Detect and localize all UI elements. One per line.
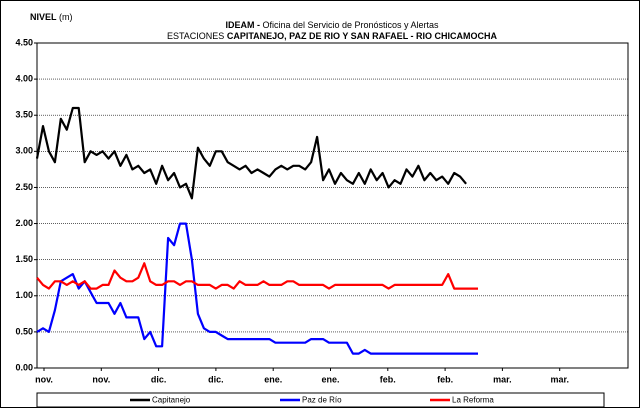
subtitle-text: CAPITANEJO, PAZ DE RIO Y SAN RAFAEL - RI… xyxy=(227,31,498,41)
legend-label: Capitanejo xyxy=(152,396,191,405)
title-text: Oficina del Servicio de Pronósticos y Al… xyxy=(262,20,439,30)
y-tick-label: 4.50 xyxy=(15,37,33,47)
y-unit: (m) xyxy=(59,12,73,22)
chart-subtitle: ESTACIONES CAPITANEJO, PAZ DE RIO Y SAN … xyxy=(167,31,498,41)
x-tick-label: nov. xyxy=(35,374,53,384)
y-label-text: NIVEL xyxy=(30,12,57,22)
y-tick-label: 4.00 xyxy=(15,73,33,83)
x-tick-label: ene. xyxy=(321,374,339,384)
plot-area xyxy=(36,42,629,369)
y-tick-label: 0.00 xyxy=(15,362,33,372)
x-tick-label: feb. xyxy=(437,374,453,384)
y-tick-label: 3.00 xyxy=(15,146,33,156)
series-line xyxy=(36,222,478,355)
subtitle-prefix: ESTACIONES xyxy=(167,31,224,41)
x-tick-label: nov. xyxy=(92,374,110,384)
legend-label: La Reforma xyxy=(452,396,494,405)
y-tick-label: 1.50 xyxy=(15,254,33,264)
y-tick-label: 2.00 xyxy=(15,218,33,228)
title-bold: IDEAM - xyxy=(225,20,260,30)
x-tick-label: ene. xyxy=(264,374,282,384)
x-tick-label: feb. xyxy=(380,374,396,384)
x-tick-label: dic. xyxy=(208,374,224,384)
x-tick-label: mar. xyxy=(550,374,569,384)
x-tick-label: dic. xyxy=(151,374,167,384)
series-line xyxy=(36,262,478,290)
x-tick-label: mar. xyxy=(493,374,512,384)
chart-title: IDEAM - Oficina del Servicio de Pronósti… xyxy=(225,20,439,30)
legend xyxy=(36,392,605,408)
y-label: NIVEL (m) xyxy=(30,12,73,22)
y-tick-label: 0.50 xyxy=(15,326,33,336)
y-tick-label: 1.00 xyxy=(15,290,33,300)
y-tick-label: 2.50 xyxy=(15,182,33,192)
legend-label: Paz de Río xyxy=(302,396,342,405)
y-tick-label: 3.50 xyxy=(15,110,33,120)
